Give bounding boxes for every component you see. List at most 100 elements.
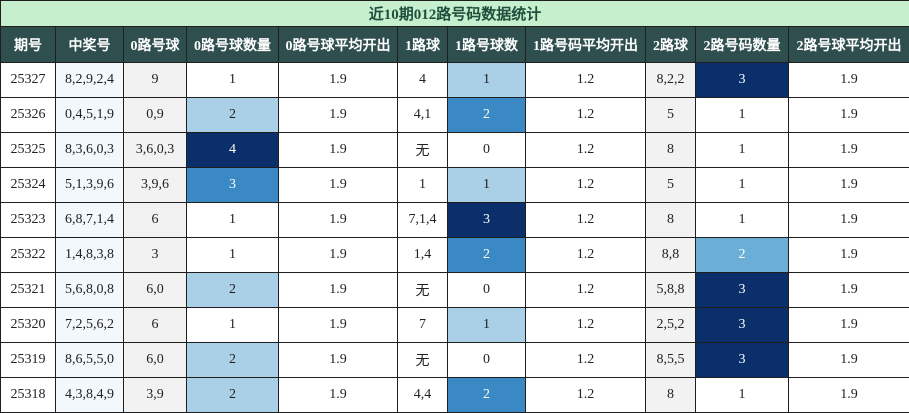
cell-r1-avg: 1.2 — [526, 203, 646, 238]
cell-r2-balls: 8 — [646, 378, 696, 413]
cell-r1-balls: 4,4 — [398, 378, 448, 413]
cell-r0-balls: 6,0 — [124, 273, 187, 308]
cell-r2-balls: 5 — [646, 168, 696, 203]
cell-r0-count: 1 — [187, 63, 279, 98]
cell-r2-balls: 5 — [646, 98, 696, 133]
cell-r2-avg: 1.9 — [789, 133, 909, 168]
cell-r0-count: 2 — [187, 273, 279, 308]
header-numbers: 中奖号 — [56, 27, 124, 63]
cell-issue: 25318 — [1, 378, 56, 413]
cell-numbers: 0,4,5,1,9 — [56, 98, 124, 133]
cell-r1-count: 2 — [448, 238, 526, 273]
cell-r1-avg: 1.2 — [526, 238, 646, 273]
header-r1-avg: 1路号码平均开出 — [526, 27, 646, 63]
cell-r1-avg: 1.2 — [526, 378, 646, 413]
cell-r0-avg: 1.9 — [279, 133, 398, 168]
cell-r1-balls: 7,1,4 — [398, 203, 448, 238]
cell-numbers: 8,3,6,0,3 — [56, 133, 124, 168]
cell-r0-balls: 3,6,0,3 — [124, 133, 187, 168]
cell-r0-count: 2 — [187, 98, 279, 133]
header-row: 期号 中奖号 0路号球 0路号球数量 0路号球平均开出 1路球 1路号球数 1路… — [1, 27, 909, 63]
cell-r2-count: 3 — [696, 63, 789, 98]
cell-r1-count: 3 — [448, 203, 526, 238]
cell-r0-avg: 1.9 — [279, 98, 398, 133]
cell-r2-balls: 8,5,5 — [646, 343, 696, 378]
cell-r2-avg: 1.9 — [789, 308, 909, 343]
cell-r2-count: 1 — [696, 203, 789, 238]
header-r0-balls: 0路号球 — [124, 27, 187, 63]
cell-r2-count: 1 — [696, 98, 789, 133]
cell-numbers: 8,2,9,2,4 — [56, 63, 124, 98]
cell-r0-avg: 1.9 — [279, 168, 398, 203]
cell-r2-avg: 1.9 — [789, 168, 909, 203]
cell-r1-count: 1 — [448, 308, 526, 343]
cell-r0-balls: 6 — [124, 308, 187, 343]
cell-numbers: 1,4,8,3,8 — [56, 238, 124, 273]
cell-r1-balls: 4,1 — [398, 98, 448, 133]
cell-issue: 25320 — [1, 308, 56, 343]
cell-r0-count: 4 — [187, 133, 279, 168]
cell-r2-balls: 8,8 — [646, 238, 696, 273]
cell-r0-balls: 6 — [124, 203, 187, 238]
header-r0-avg: 0路号球平均开出 — [279, 27, 398, 63]
cell-r1-avg: 1.2 — [526, 168, 646, 203]
header-r1-balls: 1路球 — [398, 27, 448, 63]
cell-r1-count: 0 — [448, 273, 526, 308]
header-r0-count: 0路号球数量 — [187, 27, 279, 63]
cell-r1-balls: 7 — [398, 308, 448, 343]
cell-r2-count: 1 — [696, 168, 789, 203]
cell-r0-balls: 3,9,6 — [124, 168, 187, 203]
cell-r0-balls: 3 — [124, 238, 187, 273]
cell-r1-avg: 1.2 — [526, 133, 646, 168]
cell-r1-count: 0 — [448, 343, 526, 378]
cell-r1-avg: 1.2 — [526, 98, 646, 133]
cell-r2-count: 3 — [696, 273, 789, 308]
cell-issue: 25326 — [1, 98, 56, 133]
header-r2-avg: 2路号球平均开出 — [789, 27, 909, 63]
cell-issue: 25322 — [1, 238, 56, 273]
cell-r1-avg: 1.2 — [526, 308, 646, 343]
cell-issue: 25327 — [1, 63, 56, 98]
cell-r1-avg: 1.2 — [526, 343, 646, 378]
header-r2-balls: 2路球 — [646, 27, 696, 63]
cell-r0-balls: 3,9 — [124, 378, 187, 413]
table-title: 近10期012路号码数据统计 — [1, 1, 909, 27]
cell-r1-balls: 无 — [398, 133, 448, 168]
cell-r0-avg: 1.9 — [279, 308, 398, 343]
cell-r2-count: 3 — [696, 308, 789, 343]
cell-issue: 25323 — [1, 203, 56, 238]
cell-issue: 25325 — [1, 133, 56, 168]
cell-r1-balls: 4 — [398, 63, 448, 98]
cell-r1-balls: 1,4 — [398, 238, 448, 273]
cell-numbers: 7,2,5,6,2 — [56, 308, 124, 343]
cell-r1-balls: 无 — [398, 343, 448, 378]
header-r1-count: 1路号球数 — [448, 27, 526, 63]
cell-r0-avg: 1.9 — [279, 273, 398, 308]
cell-r0-count: 1 — [187, 203, 279, 238]
cell-r2-avg: 1.9 — [789, 203, 909, 238]
cell-r0-count: 1 — [187, 308, 279, 343]
cell-r2-balls: 8,2,2 — [646, 63, 696, 98]
cell-r0-count: 3 — [187, 168, 279, 203]
cell-r2-avg: 1.9 — [789, 343, 909, 378]
cell-r2-count: 3 — [696, 343, 789, 378]
cell-r1-avg: 1.2 — [526, 273, 646, 308]
cell-r0-avg: 1.9 — [279, 343, 398, 378]
cell-issue: 25319 — [1, 343, 56, 378]
cell-numbers: 5,1,3,9,6 — [56, 168, 124, 203]
cell-r0-avg: 1.9 — [279, 378, 398, 413]
header-r2-count: 2路号码数量 — [696, 27, 789, 63]
cell-r2-balls: 5,8,8 — [646, 273, 696, 308]
cell-numbers: 5,6,8,0,8 — [56, 273, 124, 308]
cell-r0-avg: 1.9 — [279, 203, 398, 238]
cell-r2-balls: 2,5,2 — [646, 308, 696, 343]
